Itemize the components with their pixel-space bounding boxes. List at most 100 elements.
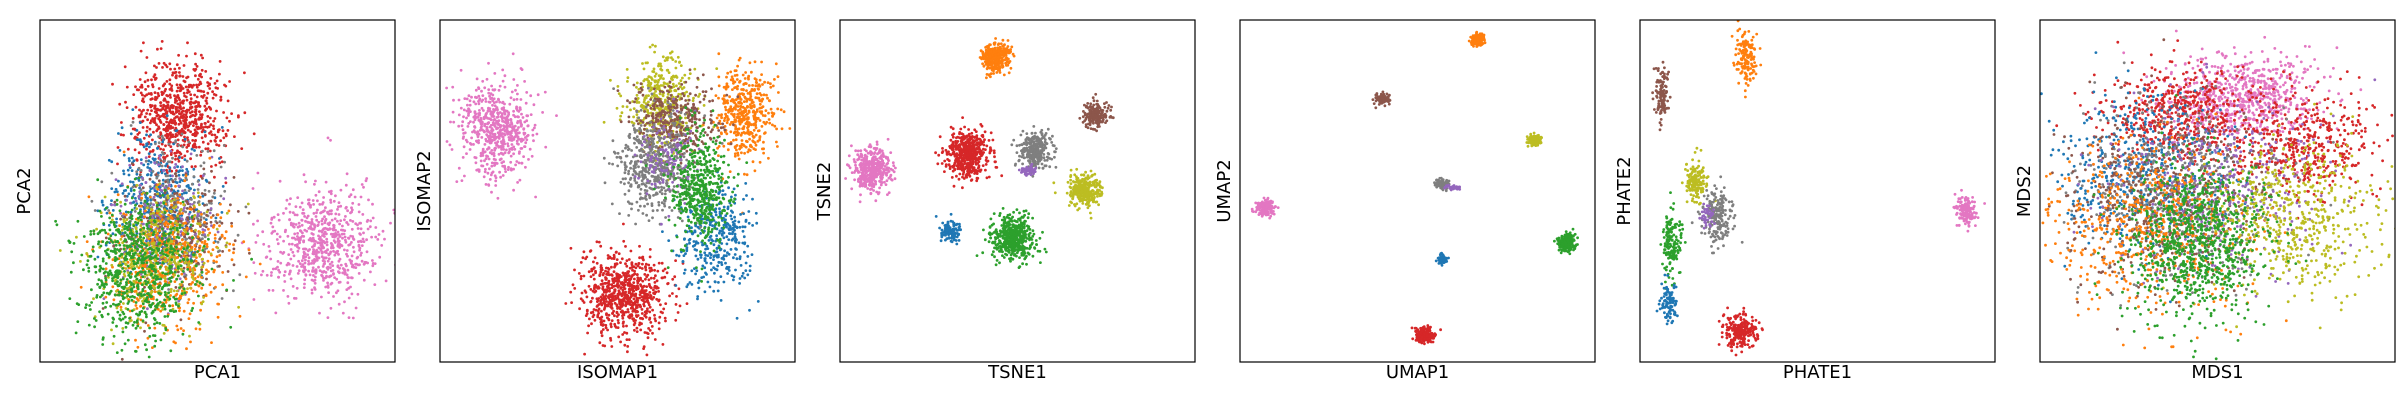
point [332, 239, 336, 243]
point [197, 102, 200, 106]
point [104, 249, 107, 253]
point [97, 242, 100, 246]
point [132, 279, 136, 283]
point [89, 230, 93, 233]
point [190, 110, 194, 113]
point [166, 106, 170, 109]
point [210, 224, 213, 228]
point [493, 163, 497, 167]
point [104, 241, 108, 245]
point [451, 110, 455, 114]
point [310, 262, 313, 265]
point [113, 203, 116, 207]
point [173, 273, 177, 277]
point [141, 299, 144, 303]
point [278, 179, 282, 183]
point [166, 254, 169, 258]
point [625, 331, 629, 335]
point [256, 171, 260, 175]
point [505, 126, 509, 129]
point [173, 94, 176, 97]
point [291, 264, 295, 267]
point [515, 139, 519, 143]
point [218, 237, 222, 241]
point [183, 137, 187, 141]
point [360, 251, 363, 255]
point [219, 139, 223, 143]
point [113, 275, 116, 279]
point [178, 283, 182, 286]
point [181, 169, 184, 173]
point [164, 63, 168, 67]
point [145, 142, 149, 146]
point [99, 244, 103, 248]
point [175, 129, 179, 132]
point [111, 258, 115, 262]
point [371, 202, 374, 206]
point [494, 184, 498, 187]
point [351, 220, 355, 223]
point [320, 219, 324, 223]
point [587, 284, 591, 288]
point [193, 52, 197, 56]
point [141, 258, 145, 261]
point [270, 231, 274, 235]
point [139, 169, 143, 172]
point [633, 272, 637, 276]
point [139, 239, 143, 243]
point [82, 268, 85, 272]
point [134, 270, 138, 274]
point [166, 194, 170, 198]
point [153, 258, 157, 262]
point [134, 105, 138, 109]
point [265, 273, 269, 277]
point [501, 164, 505, 168]
point [483, 122, 487, 126]
point [130, 249, 134, 253]
point [320, 295, 323, 299]
point [123, 216, 127, 219]
point [111, 342, 115, 346]
point [111, 285, 115, 289]
point [136, 324, 140, 328]
point [107, 223, 111, 227]
point [184, 261, 188, 264]
point [161, 227, 164, 231]
point [118, 243, 122, 247]
point [185, 167, 189, 171]
point [254, 241, 258, 244]
point [176, 189, 180, 193]
cluster-red [111, 40, 256, 201]
point [217, 302, 221, 306]
point [146, 108, 150, 112]
point [138, 173, 142, 177]
point [525, 114, 529, 118]
point [129, 295, 132, 299]
point [168, 169, 172, 173]
point [197, 321, 201, 324]
point [343, 300, 346, 304]
point [203, 220, 207, 224]
point [145, 56, 149, 59]
point [435, 131, 438, 134]
point [120, 121, 123, 124]
point [497, 152, 501, 156]
point [312, 227, 316, 231]
point [143, 80, 147, 84]
point [174, 163, 178, 166]
point [178, 212, 182, 216]
point [104, 270, 107, 274]
point [201, 300, 205, 303]
point [129, 132, 133, 136]
point [201, 257, 205, 261]
point [174, 99, 177, 102]
point [169, 216, 173, 220]
point [145, 261, 149, 264]
point [462, 145, 466, 149]
point [218, 72, 221, 76]
point [174, 205, 178, 209]
point [161, 136, 165, 140]
point [201, 194, 205, 198]
point [215, 227, 219, 231]
point [461, 156, 465, 159]
